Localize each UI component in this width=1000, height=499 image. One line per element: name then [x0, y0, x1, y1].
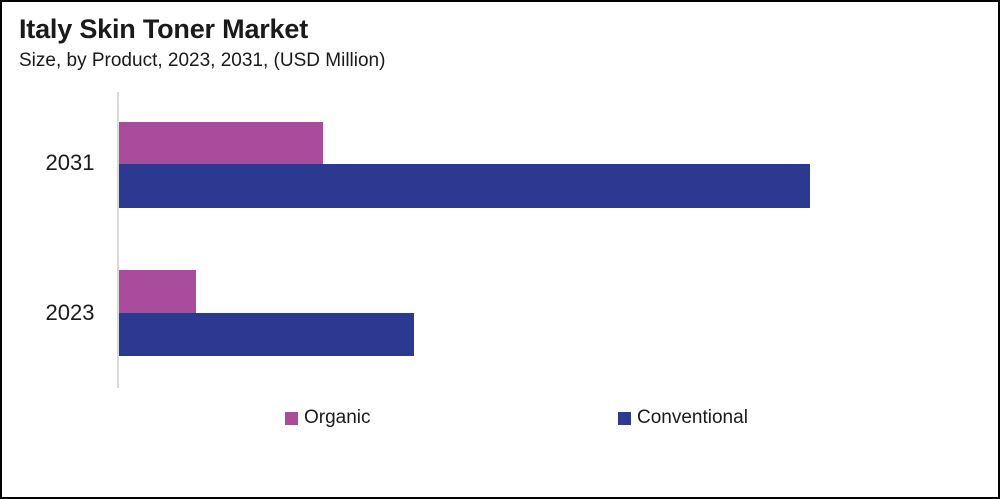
category-label-2031: 2031	[45, 150, 95, 175]
category-label-2023: 2023	[45, 300, 95, 325]
bar-conventional-2031	[119, 164, 810, 208]
legend-label-organic: Organic	[304, 407, 371, 428]
chart-title: Italy Skin Toner Market	[19, 14, 308, 44]
bar-conventional-2023	[119, 313, 415, 356]
bar-organic-2023	[119, 270, 196, 313]
bar-organic-2031	[119, 122, 323, 164]
legend-item-conventional: Conventional	[618, 407, 748, 429]
legend-swatch-conventional-icon	[618, 411, 631, 425]
chart-subtitle: Size, by Product, 2023, 2031, (USD Milli…	[19, 50, 386, 71]
y-axis-line	[117, 92, 119, 388]
legend-swatch-organic-icon	[285, 411, 298, 425]
legend-item-organic: Organic	[285, 407, 371, 429]
legend-label-conventional: Conventional	[637, 407, 748, 428]
